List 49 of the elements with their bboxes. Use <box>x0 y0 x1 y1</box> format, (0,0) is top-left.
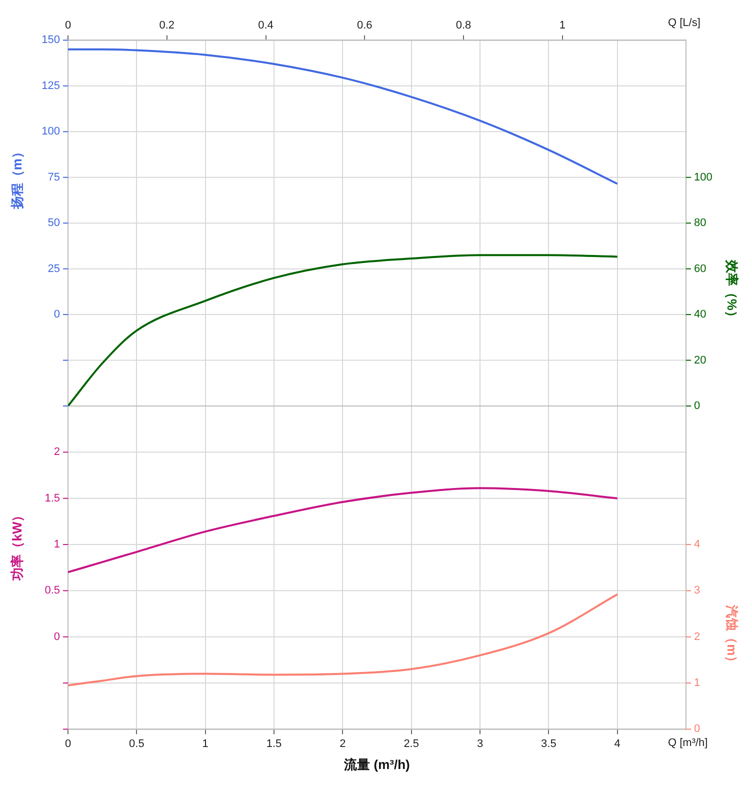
x-tick-label: 3 <box>476 738 484 750</box>
y-tick-label: 2 <box>54 446 60 458</box>
y-tick-label: 1.5 <box>44 492 60 504</box>
y-tick-label: 150 <box>42 34 60 46</box>
x2-tick-label: 0.6 <box>356 20 372 32</box>
x-tick-label: 1 <box>202 738 208 750</box>
line-series <box>68 593 618 686</box>
x-tick-label: 0 <box>64 738 72 750</box>
y-tick-label: 25 <box>48 262 60 275</box>
x-tick-label: 0.5 <box>129 738 144 750</box>
y-tick-label: 75 <box>48 171 60 184</box>
y2-tick-label: 60 <box>694 262 706 275</box>
line-series <box>68 254 618 406</box>
x2-axis-title: Q [L/s] <box>668 17 700 30</box>
line-series <box>68 48 618 185</box>
x-tick-label: 1.5 <box>266 738 282 750</box>
text: Q [m³/h] <box>668 737 708 750</box>
y2-tick-label: 2 <box>694 630 700 643</box>
y2-tick-label: 1 <box>694 677 700 690</box>
x2-tick-label: 0.8 <box>456 20 472 32</box>
y-tick-label: 50 <box>48 217 60 230</box>
line-series <box>68 487 618 574</box>
y2-tick-label: 80 <box>694 217 706 230</box>
x-tick-label: 2 <box>340 738 346 750</box>
y2-tick-label: 20 <box>694 354 706 366</box>
x2-tick-label: 0 <box>64 20 72 32</box>
x2-tick-label: 0.4 <box>258 20 274 32</box>
y2-axis-title: 汽蚀（m） <box>724 604 740 669</box>
y2-tick-label: 100 <box>694 171 712 184</box>
y-axis-title: 功率（kW） <box>10 508 25 582</box>
x2-tick-label: 0.2 <box>159 20 175 32</box>
y-tick-label: 1 <box>54 538 60 551</box>
x2-tick-label: 1 <box>559 20 566 32</box>
y2-tick-label: 0 <box>694 400 700 412</box>
y-tick-label: 100 <box>42 126 60 138</box>
y2-tick-label: 4 <box>694 538 700 551</box>
y2-axis-title: 效率（%） <box>724 258 740 324</box>
x-tick-label: 3.5 <box>541 738 556 750</box>
x-tick-label: 4 <box>614 738 620 750</box>
y2-tick-label: 40 <box>694 308 706 321</box>
y-tick-label: 0 <box>54 308 60 321</box>
x-tick-label: 2.5 <box>404 738 419 750</box>
y2-tick-label: 0 <box>694 723 700 736</box>
y-tick-label: 0 <box>54 630 60 643</box>
y-axis-title: 扬程（m） <box>10 146 25 210</box>
y-tick-label: 125 <box>42 80 60 92</box>
y2-tick-label: 3 <box>694 584 700 597</box>
y-tick-label: 0.5 <box>44 584 60 597</box>
x-axis-title: 流量 (m³/h) <box>343 756 410 772</box>
